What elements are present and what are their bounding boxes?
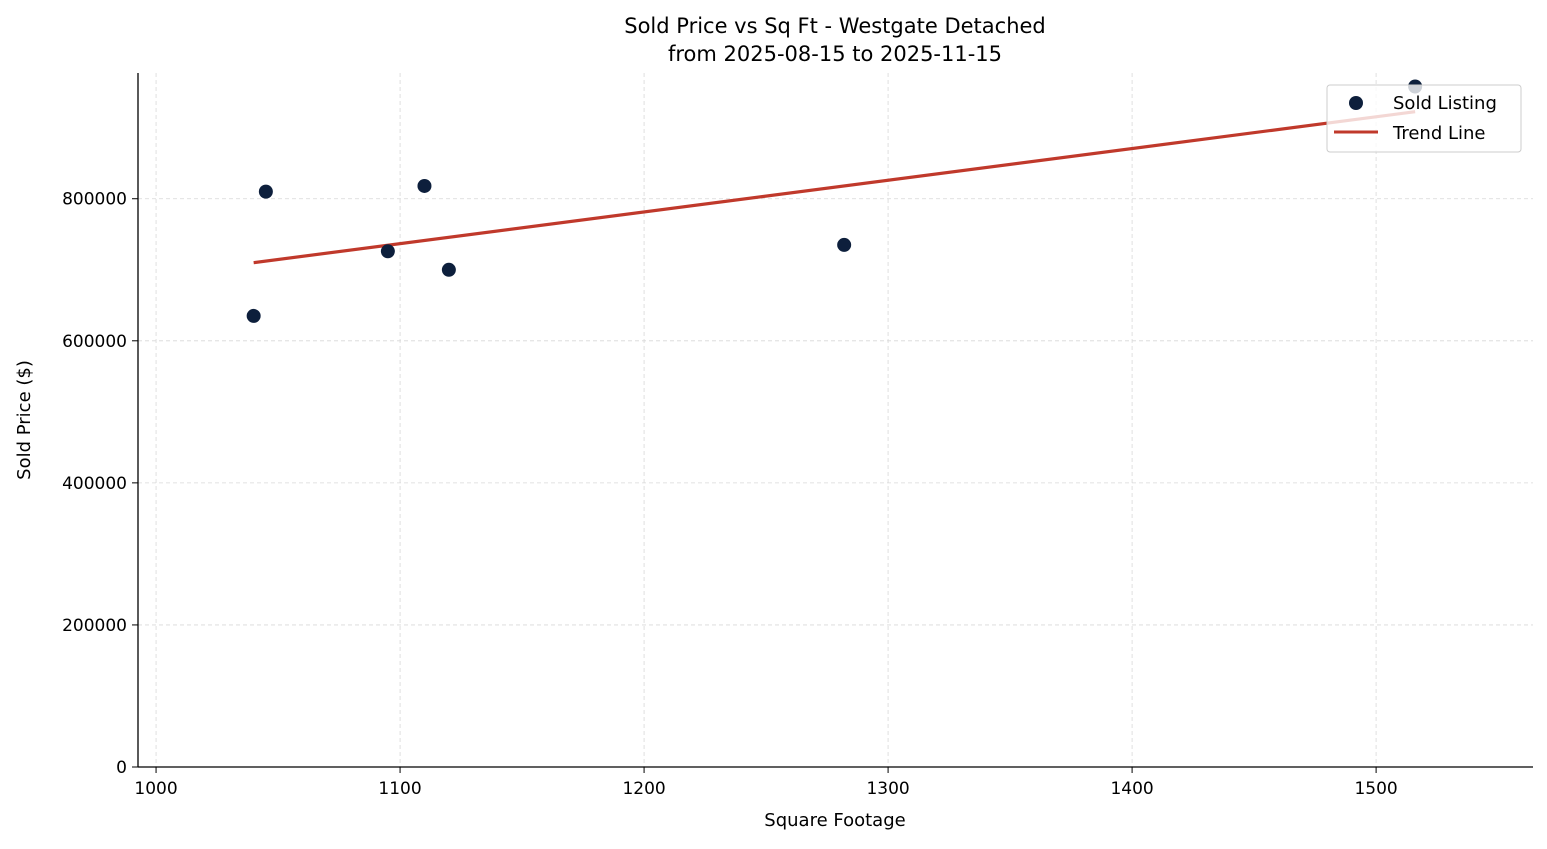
trend-line-layer	[253, 110, 1416, 265]
x-tick-label: 1400	[1110, 779, 1153, 799]
ticks: 1000 1100 1200 1300 1400 1500 0 200000 400000 600…	[62, 190, 1398, 799]
y-tick-label: 800000	[62, 190, 127, 210]
x-axis-label: Square Footage	[764, 810, 905, 831]
legend-label-trend-line: Trend Line	[1392, 123, 1486, 144]
x-tick-label: 1000	[134, 779, 177, 799]
x-tick-label: 1500	[1354, 779, 1397, 799]
data-point-sold-listing	[258, 184, 273, 199]
data-point-sold-listing	[417, 178, 432, 193]
data-point-sold-listing	[837, 237, 852, 252]
grid	[138, 73, 1533, 767]
legend: Sold Listing Trend Line	[1326, 84, 1522, 153]
legend-marker-sold-listing	[1349, 96, 1363, 110]
points-layer	[246, 79, 1423, 323]
legend-box	[1326, 84, 1522, 153]
data-point-sold-listing	[246, 308, 261, 323]
trend-line	[253, 110, 1416, 265]
chart-title: Sold Price vs Sq Ft - Westgate Detached	[624, 14, 1046, 38]
data-point-sold-listing	[380, 244, 395, 259]
y-tick-label: 400000	[62, 474, 127, 494]
chart-subtitle: from 2025-08-15 to 2025-11-15	[668, 42, 1002, 66]
y-tick-label: 200000	[62, 616, 127, 636]
legend-label-sold-listing: Sold Listing	[1393, 93, 1497, 114]
data-point-sold-listing	[441, 262, 456, 277]
x-tick-label: 1300	[866, 779, 909, 799]
y-tick-label: 600000	[62, 332, 127, 352]
x-tick-label: 1100	[378, 779, 421, 799]
y-tick-label: 0	[116, 758, 127, 778]
x-tick-label: 1200	[622, 779, 665, 799]
y-axis-label: Sold Price ($)	[14, 360, 35, 480]
